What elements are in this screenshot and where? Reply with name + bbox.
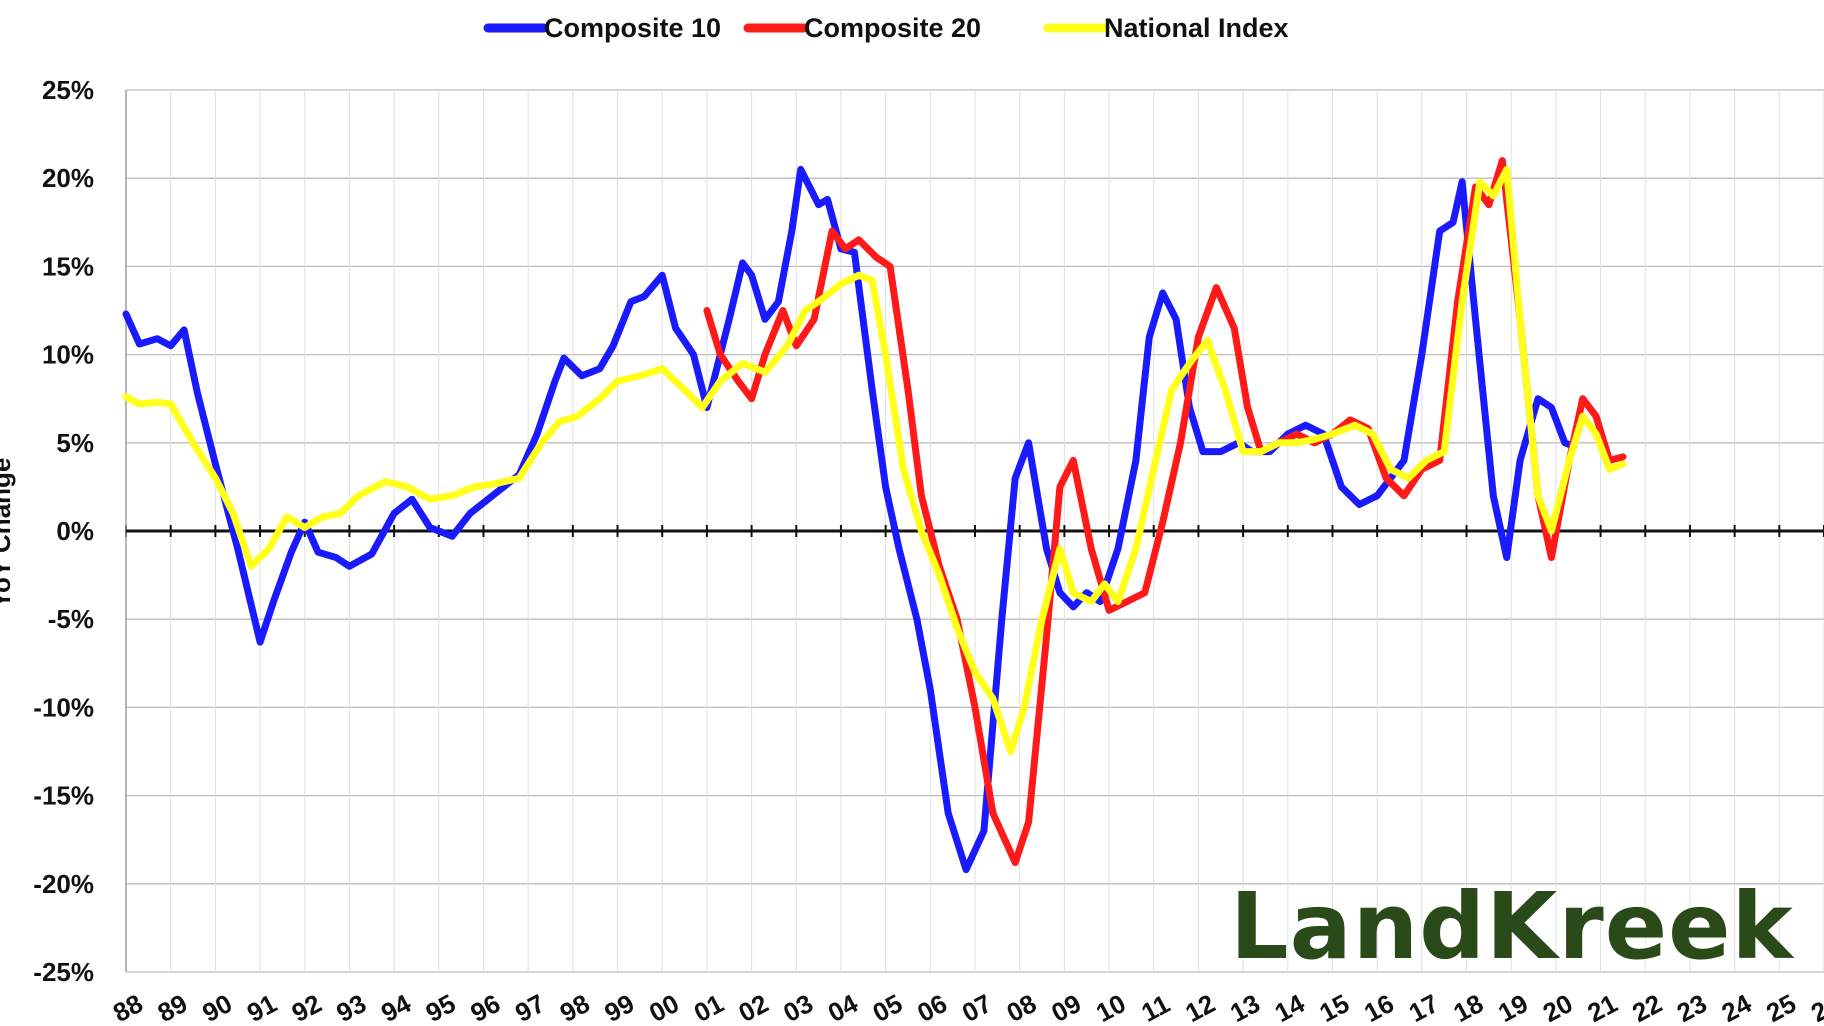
logo: LandKreek (1230, 873, 1795, 980)
y-axis-label: YoY Change (0, 458, 16, 609)
x-tick-label: 08 (1002, 988, 1042, 1026)
legend-label: Composite 10 (544, 13, 721, 43)
x-tick-label: 88 (108, 988, 148, 1026)
x-tick-label: 89 (153, 988, 193, 1026)
x-tick-label: 24 (1717, 988, 1757, 1026)
x-tick-label: 92 (287, 988, 327, 1026)
x-tick-label: 93 (331, 988, 371, 1026)
y-tick-label: 25% (42, 75, 94, 105)
x-tick-label: 07 (957, 988, 997, 1026)
y-tick-label: 15% (42, 251, 94, 281)
x-tick-label: 95 (421, 988, 461, 1026)
x-tick-label: 00 (644, 988, 684, 1026)
x-tick-label: 97 (510, 988, 550, 1026)
y-tick-label: 5% (56, 428, 94, 458)
x-tick-label: 19 (1493, 988, 1533, 1026)
y-tick-label: -10% (33, 692, 94, 722)
x-tick-label: 02 (734, 988, 774, 1026)
y-tick-label: 20% (42, 163, 94, 193)
x-tick-label: 14 (1270, 988, 1310, 1026)
y-tick-label: 0% (56, 516, 94, 546)
x-tick-label: 26 (1806, 988, 1824, 1026)
y-tick-label: -25% (33, 957, 94, 987)
x-tick-label: 94 (376, 988, 416, 1026)
x-tick-label: 03 (778, 988, 818, 1026)
series-lines (122, 157, 1627, 874)
x-tick-label: 20 (1538, 988, 1578, 1026)
x-tick-label: 13 (1225, 988, 1265, 1026)
series-line-national-index (122, 165, 1627, 755)
x-tick-label: 04 (823, 988, 863, 1026)
x-tick-label: 11 (1136, 988, 1174, 1026)
series-line-composite-10 (122, 165, 1578, 874)
x-tick-label: 23 (1672, 988, 1712, 1026)
x-tick-label: 12 (1180, 988, 1220, 1026)
series-line-composite-20 (703, 157, 1627, 867)
x-tick-label: 21 (1583, 988, 1623, 1026)
x-tick-label: 15 (1314, 988, 1354, 1026)
x-tick-label: 99 (599, 988, 639, 1026)
x-tick-label: 18 (1448, 988, 1488, 1026)
x-tick-label: 25 (1761, 988, 1801, 1026)
x-tick-label: 98 (555, 988, 595, 1026)
x-tick-label: 01 (689, 988, 729, 1026)
legend: Composite 10 Composite 20 National Index (483, 13, 1289, 43)
y-tick-label: -5% (48, 604, 94, 634)
x-tick-label: 10 (1091, 988, 1131, 1026)
legend-label: National Index (1104, 13, 1289, 43)
x-tick-label: 22 (1627, 988, 1667, 1026)
y-tick-label: -15% (33, 781, 94, 811)
x-tick-label: 16 (1359, 988, 1399, 1026)
x-tick-label: 05 (868, 988, 908, 1026)
y-tick-label: 10% (42, 340, 94, 370)
x-tick-label: 17 (1404, 988, 1444, 1026)
y-axis-label-group: YoY Change (0, 458, 16, 609)
landkreek-logo: LandKreek (1230, 873, 1795, 980)
y-tick-label: -20% (33, 869, 94, 899)
x-tick-label: 09 (1046, 988, 1086, 1026)
x-tick-label: 06 (912, 988, 952, 1026)
x-tick-label: 90 (197, 988, 237, 1026)
x-tick-label: 96 (465, 988, 505, 1026)
legend-label: Composite 20 (804, 13, 981, 43)
x-tick-label: 91 (242, 988, 282, 1026)
